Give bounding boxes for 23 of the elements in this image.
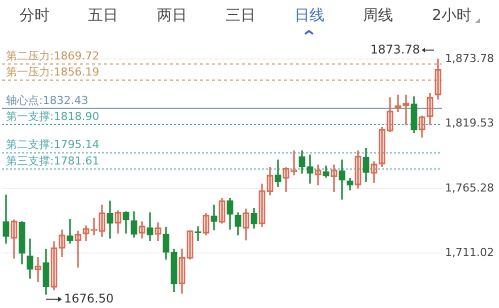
annotation: 日线 bbox=[294, 6, 324, 25]
y-tick-label: 1,711.02 bbox=[445, 246, 494, 260]
annotation: 三日 bbox=[226, 6, 256, 25]
annotation: 周线 bbox=[363, 6, 394, 25]
candlestick bbox=[66, 218, 74, 244]
candlestick bbox=[306, 154, 314, 184]
annotation: 两日 bbox=[156, 6, 187, 25]
ref-line-label: 第二压力:1869.72 bbox=[6, 49, 100, 62]
ref-line-label: 第一压力:1856.19 bbox=[6, 65, 100, 78]
y-tick-label: 1,765.28 bbox=[445, 181, 494, 194]
annotation: 五日 bbox=[88, 6, 118, 25]
ref-line-label: 第一支撑:1818.90 bbox=[6, 110, 100, 123]
ref-line-label: 轴心点:1832.43 bbox=[6, 94, 88, 107]
annotation: 1873.78 bbox=[370, 42, 420, 56]
candlestick bbox=[210, 204, 218, 230]
y-tick-label: 1,873.78 bbox=[445, 52, 494, 66]
y-tick-label: 1,819.53 bbox=[445, 116, 494, 130]
annotation: 1676.50 bbox=[64, 291, 114, 306]
annotation: 分时 bbox=[19, 6, 50, 25]
annotation: 2小时 bbox=[432, 6, 472, 25]
candlestick bbox=[338, 160, 346, 200]
ref-line-label: 第二支撑:1795.14 bbox=[6, 138, 100, 152]
ref-line-label: 第三支撑:1781.61 bbox=[6, 154, 100, 168]
